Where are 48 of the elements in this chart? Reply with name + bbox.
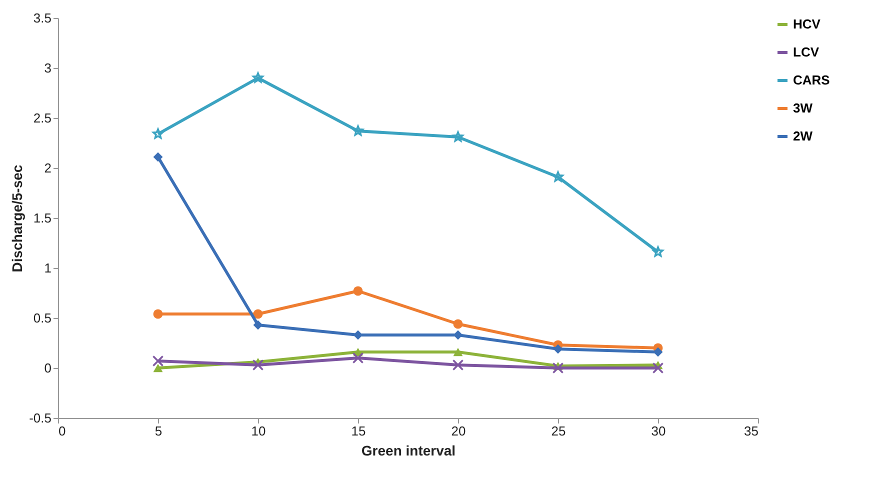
point — [352, 352, 364, 364]
point — [453, 319, 463, 329]
y-tick-label: 0.5 — [33, 310, 52, 326]
x-tick-label: 35 — [744, 424, 758, 438]
y-tick-label: -0.5 — [29, 410, 52, 426]
x-tick-label: 20 — [451, 424, 466, 438]
point — [153, 309, 163, 319]
point — [452, 131, 464, 142]
point — [652, 362, 664, 374]
y-tick-label: 0 — [44, 360, 52, 376]
point — [252, 359, 264, 371]
point — [452, 359, 464, 371]
point — [453, 330, 463, 340]
point — [652, 246, 664, 257]
point — [252, 72, 264, 83]
y-tick-label: 3.5 — [33, 10, 52, 26]
legend-label: 2W — [793, 128, 814, 144]
point — [552, 362, 564, 374]
x-axis-title: Green interval — [361, 442, 456, 458]
point — [153, 364, 163, 372]
y-tick-label: 1 — [44, 260, 52, 276]
point — [253, 320, 263, 330]
point — [353, 286, 363, 296]
point — [552, 171, 564, 182]
x-tick-label: 15 — [351, 424, 366, 438]
y-tick-label: 1.5 — [33, 210, 52, 226]
y-axis-title: Discharge/5-sec — [9, 164, 26, 272]
legend-label: LCV — [793, 44, 820, 60]
x-tick-label: 0 — [58, 424, 66, 438]
x-tick-label: 30 — [651, 424, 666, 438]
point — [553, 344, 563, 354]
legend-label: HCV — [793, 16, 821, 32]
point — [353, 330, 363, 340]
x-tick-label: 5 — [154, 424, 162, 438]
x-tick-label: 10 — [251, 424, 266, 438]
y-tick-label: 3 — [44, 60, 52, 76]
point — [152, 355, 164, 367]
point — [453, 348, 463, 356]
x-tick-label: 25 — [551, 424, 566, 438]
point — [352, 125, 364, 136]
point — [253, 309, 263, 319]
legend-label: CARS — [793, 72, 830, 88]
point — [153, 152, 163, 162]
point — [152, 128, 164, 139]
y-tick-label: 2 — [44, 160, 52, 176]
y-tick-label: 2.5 — [33, 110, 52, 126]
legend-label: 3W — [793, 100, 814, 116]
point — [653, 347, 663, 357]
